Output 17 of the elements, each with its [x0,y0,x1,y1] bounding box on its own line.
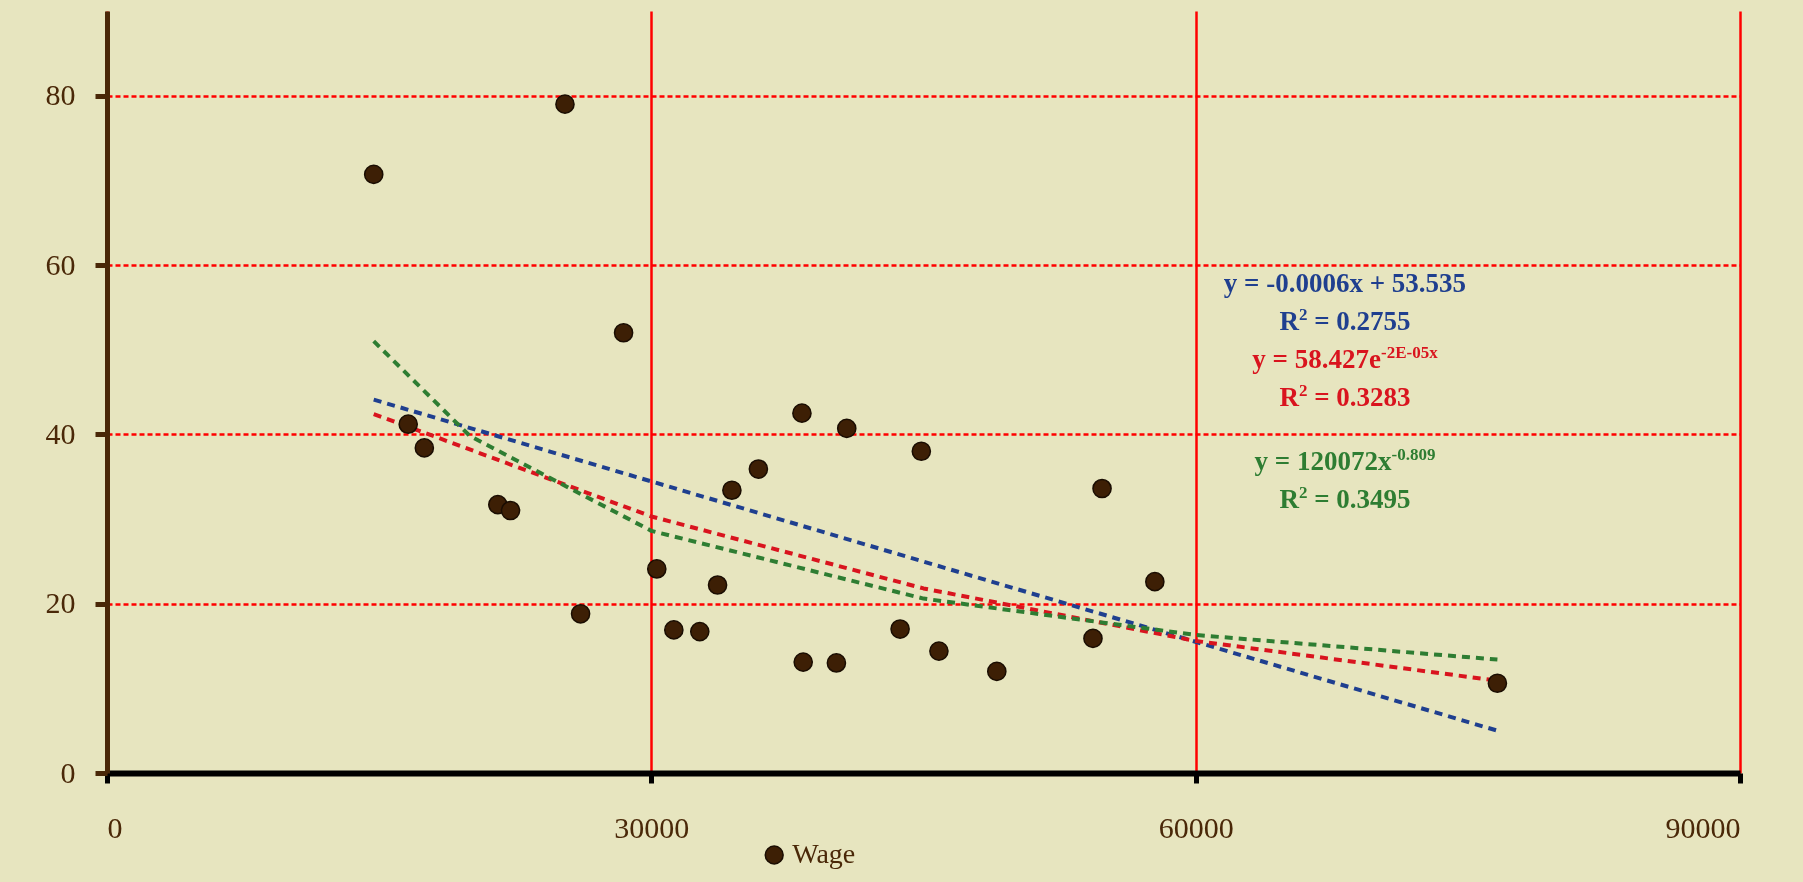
x-tick-label: 0 [107,810,123,844]
annotation: y = -0.0006x + 53.535 [1222,267,1468,300]
line-series [371,339,1500,662]
x-tick-label: 90000 [1665,810,1741,844]
annotation: R$^{2}$ = 0.2755 [1278,304,1412,338]
annotation: y = 58.427e$^{-2E-05x}$ [1251,342,1439,376]
legend-label: Wage [792,838,856,869]
annotation: y = 120072x$^{-0.809}$ [1253,444,1437,478]
annotation: R$^{2}$ = 0.3283 [1278,380,1412,414]
y-tick-label: 40 [45,416,76,450]
y-tick-label: 80 [45,78,76,112]
y-tick-label: 60 [45,247,76,281]
annotation: R$^{2}$ = 0.3495 [1278,482,1412,516]
x-tick-label: 30000 [614,810,690,844]
y-tick-label: 20 [45,586,76,620]
y-tick-label: 0 [60,755,76,789]
x-tick-label: 60000 [1158,810,1234,844]
